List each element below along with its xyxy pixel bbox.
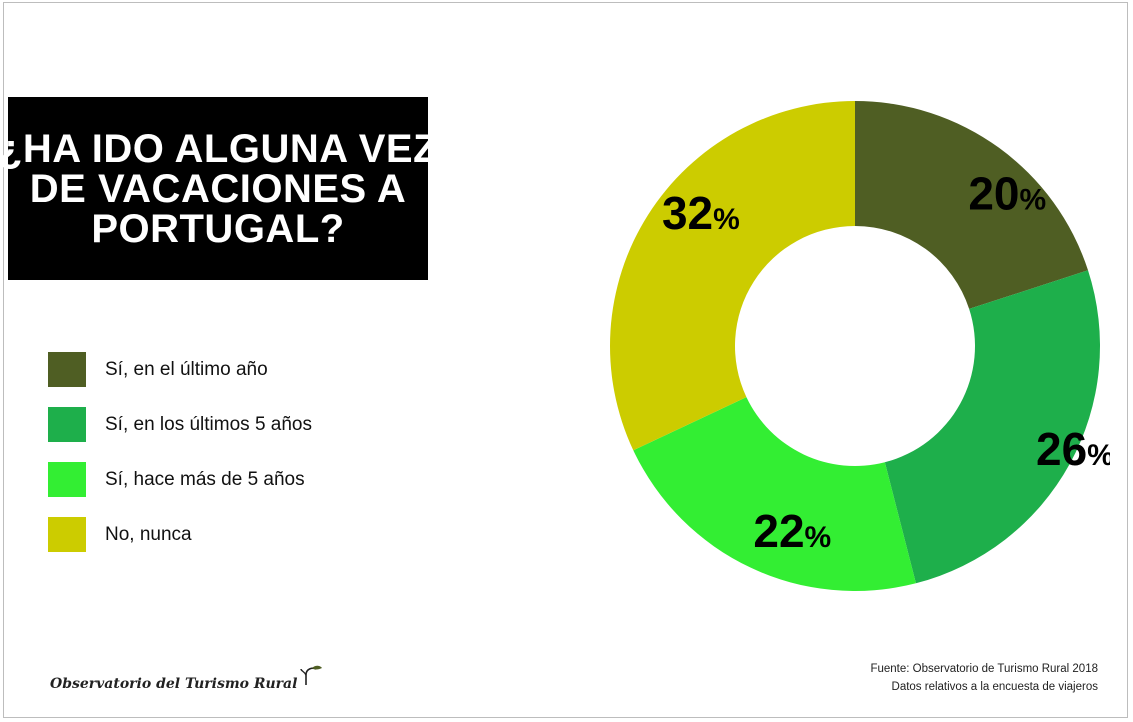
- chart-title-line-3: PORTUGAL?: [91, 206, 345, 251]
- donut-slice: [633, 397, 916, 591]
- legend-swatch: [48, 462, 86, 497]
- legend-label: Sí, en los últimos 5 años: [105, 413, 312, 435]
- donut-chart: 20% 26% 22% 32%: [610, 101, 1110, 591]
- footer-logo-text: Observatorio del Turismo Rural: [50, 676, 298, 692]
- legend-label: No, nunca: [105, 523, 192, 545]
- slice-data-label: 22%: [753, 505, 831, 557]
- source-note: Fuente: Observatorio de Turismo Rural 20…: [870, 660, 1098, 696]
- source-line-2: Datos relativos a la encuesta de viajero…: [891, 681, 1098, 693]
- donut-slice: [855, 101, 1089, 309]
- donut-slice: [884, 270, 1100, 584]
- legend-swatch: [48, 517, 86, 552]
- slice-data-label: 20%: [968, 167, 1046, 219]
- legend-swatch: [48, 407, 86, 442]
- legend-item: Sí, en los últimos 5 años: [48, 407, 428, 442]
- legend-item: Sí, hace más de 5 años: [48, 462, 428, 497]
- legend: Sí, en el último año Sí, en los últimos …: [48, 352, 428, 572]
- donut-slice: [610, 101, 855, 451]
- sprout-icon: [300, 665, 322, 685]
- chart-title-line-2: DE VACACIONES A: [29, 166, 407, 211]
- chart-frame: [3, 2, 1128, 718]
- legend-item: Sí, en el último año: [48, 352, 428, 387]
- chart-title-box: ¿HA IDO ALGUNA VEZ DE VACACIONES A PORTU…: [0, 97, 438, 280]
- slice-data-label: 26%: [1036, 423, 1110, 475]
- slice-data-label: 32%: [662, 187, 740, 239]
- source-line-1: Fuente: Observatorio de Turismo Rural 20…: [870, 663, 1098, 675]
- legend-label: Sí, hace más de 5 años: [105, 468, 305, 490]
- legend-swatch: [48, 352, 86, 387]
- chart-title-line-1: ¿HA IDO ALGUNA VEZ: [0, 126, 439, 171]
- legend-label: Sí, en el último año: [105, 358, 268, 380]
- legend-item: No, nunca: [48, 517, 428, 552]
